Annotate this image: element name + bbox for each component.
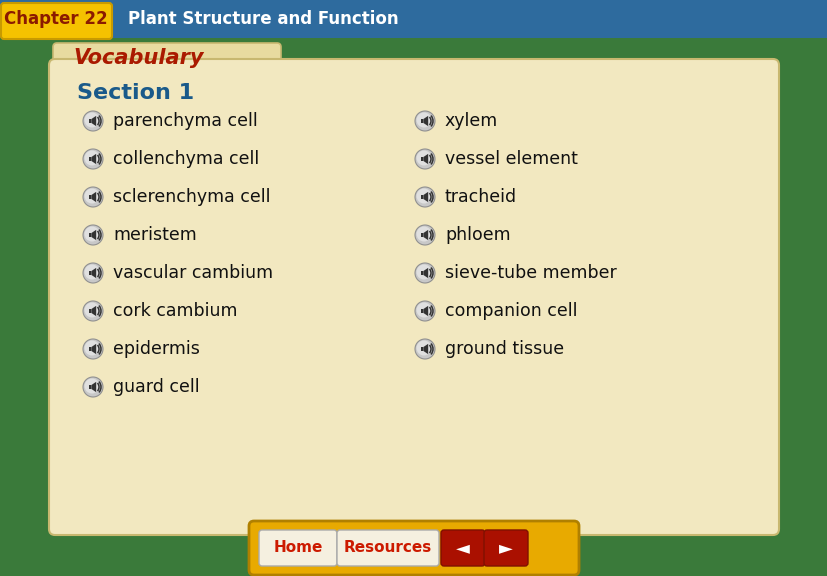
Circle shape (416, 112, 431, 127)
Text: vessel element: vessel element (444, 150, 577, 168)
Circle shape (83, 301, 103, 321)
Text: tracheid: tracheid (444, 188, 517, 206)
Bar (88, 157, 91, 161)
Circle shape (84, 340, 99, 355)
Circle shape (414, 149, 434, 169)
Circle shape (83, 111, 103, 131)
Text: collenchyma cell: collenchyma cell (112, 150, 259, 168)
Bar (420, 195, 423, 199)
Polygon shape (91, 382, 96, 392)
Circle shape (83, 263, 103, 283)
Polygon shape (423, 306, 428, 316)
Text: epidermis: epidermis (112, 340, 199, 358)
FancyBboxPatch shape (337, 530, 438, 566)
Circle shape (84, 264, 99, 279)
Text: sieve-tube member: sieve-tube member (444, 264, 616, 282)
Bar (420, 233, 423, 237)
Circle shape (84, 188, 99, 203)
Bar (420, 309, 423, 313)
Polygon shape (423, 154, 428, 164)
Text: cork cambium: cork cambium (112, 302, 237, 320)
Circle shape (416, 302, 431, 317)
Text: ground tissue: ground tissue (444, 340, 563, 358)
Polygon shape (91, 306, 96, 316)
Bar (88, 195, 91, 199)
Text: vascular cambium: vascular cambium (112, 264, 273, 282)
Circle shape (84, 378, 99, 393)
Polygon shape (91, 344, 96, 354)
Circle shape (83, 339, 103, 359)
Text: companion cell: companion cell (444, 302, 576, 320)
Circle shape (416, 150, 431, 165)
Circle shape (414, 339, 434, 359)
Circle shape (414, 263, 434, 283)
Polygon shape (91, 268, 96, 278)
Text: ◄: ◄ (456, 539, 470, 557)
Bar (420, 157, 423, 161)
FancyBboxPatch shape (484, 530, 528, 566)
Text: Chapter 22: Chapter 22 (4, 10, 108, 28)
Bar (88, 309, 91, 313)
Circle shape (84, 112, 99, 127)
Circle shape (83, 225, 103, 245)
Circle shape (414, 225, 434, 245)
Bar (420, 271, 423, 275)
Text: meristem: meristem (112, 226, 197, 244)
Text: phloem: phloem (444, 226, 510, 244)
Polygon shape (423, 268, 428, 278)
Text: Home: Home (273, 540, 323, 555)
Bar (88, 233, 91, 237)
Bar (88, 385, 91, 389)
Polygon shape (423, 230, 428, 240)
Polygon shape (91, 116, 96, 126)
Text: Section 1: Section 1 (77, 83, 194, 103)
Polygon shape (423, 116, 428, 126)
Circle shape (83, 187, 103, 207)
Circle shape (83, 377, 103, 397)
Text: Resources: Resources (343, 540, 432, 555)
Polygon shape (423, 192, 428, 202)
Polygon shape (91, 230, 96, 240)
Bar (420, 347, 423, 351)
Circle shape (416, 188, 431, 203)
Bar (88, 271, 91, 275)
Circle shape (84, 226, 99, 241)
Text: xylem: xylem (444, 112, 498, 130)
Polygon shape (423, 344, 428, 354)
Polygon shape (91, 154, 96, 164)
FancyBboxPatch shape (441, 530, 485, 566)
Bar (420, 119, 423, 123)
Circle shape (416, 226, 431, 241)
Circle shape (416, 264, 431, 279)
Text: Vocabulary: Vocabulary (73, 48, 203, 68)
FancyBboxPatch shape (53, 43, 280, 73)
Bar (88, 347, 91, 351)
Circle shape (84, 302, 99, 317)
FancyBboxPatch shape (259, 530, 337, 566)
Text: parenchyma cell: parenchyma cell (112, 112, 257, 130)
Circle shape (414, 301, 434, 321)
FancyBboxPatch shape (1, 3, 112, 39)
Circle shape (83, 149, 103, 169)
Polygon shape (91, 192, 96, 202)
FancyBboxPatch shape (0, 0, 827, 38)
FancyBboxPatch shape (49, 59, 778, 535)
Circle shape (414, 111, 434, 131)
Circle shape (84, 150, 99, 165)
FancyBboxPatch shape (249, 521, 578, 575)
Bar (88, 119, 91, 123)
Circle shape (416, 340, 431, 355)
Text: sclerenchyma cell: sclerenchyma cell (112, 188, 270, 206)
Circle shape (414, 187, 434, 207)
Text: ►: ► (499, 539, 512, 557)
Text: guard cell: guard cell (112, 378, 199, 396)
Text: Plant Structure and Function: Plant Structure and Function (128, 10, 398, 28)
